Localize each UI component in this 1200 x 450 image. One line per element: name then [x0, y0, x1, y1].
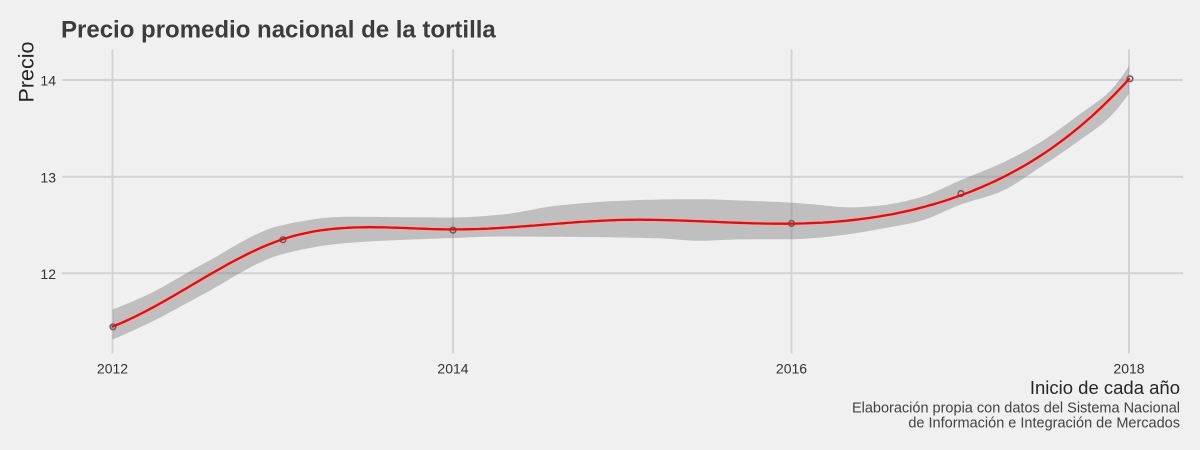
svg-text:Elaboración propia con datos d: Elaboración propia con datos del Sistema… [852, 400, 1180, 416]
svg-text:2014: 2014 [437, 360, 468, 376]
svg-text:Inicio de cada año: Inicio de cada año [1030, 377, 1180, 398]
svg-text:12: 12 [40, 266, 56, 282]
svg-text:de Información e Integración d: de Información e Integración de Mercados [908, 415, 1180, 431]
svg-text:13: 13 [40, 169, 56, 185]
svg-text:Precio promedio nacional de la: Precio promedio nacional de la tortilla [61, 16, 496, 43]
svg-text:2016: 2016 [776, 360, 807, 376]
svg-text:2012: 2012 [97, 360, 128, 376]
svg-text:Precio: Precio [15, 42, 39, 103]
svg-text:2018: 2018 [1113, 360, 1144, 376]
svg-text:14: 14 [40, 73, 56, 89]
